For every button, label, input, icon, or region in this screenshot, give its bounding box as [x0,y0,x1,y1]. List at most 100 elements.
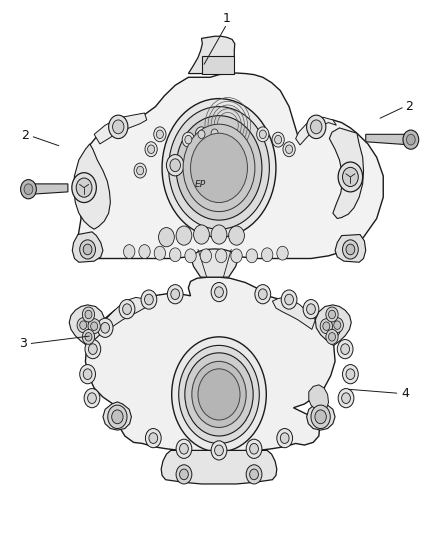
Polygon shape [77,73,383,259]
Polygon shape [329,128,364,219]
Circle shape [338,389,354,408]
Circle shape [211,129,218,138]
Polygon shape [85,277,335,452]
Circle shape [211,282,227,302]
Circle shape [185,249,196,263]
Polygon shape [24,184,68,195]
Circle shape [325,318,341,337]
Text: 1: 1 [223,12,231,25]
Text: 2: 2 [406,100,413,113]
Circle shape [83,369,92,379]
Circle shape [406,134,415,145]
Circle shape [170,248,181,262]
Circle shape [246,465,262,484]
Polygon shape [69,305,105,345]
Circle shape [97,318,113,337]
Polygon shape [74,144,110,229]
Circle shape [331,318,343,333]
Circle shape [171,289,180,300]
Circle shape [337,340,353,359]
Circle shape [334,321,341,329]
Circle shape [250,443,258,454]
Circle shape [208,126,221,141]
Circle shape [176,465,192,484]
Polygon shape [72,232,103,262]
Circle shape [82,329,95,344]
Circle shape [277,429,293,448]
Circle shape [85,333,92,341]
Polygon shape [192,249,237,277]
Circle shape [176,226,192,245]
Circle shape [156,130,163,139]
Circle shape [80,365,95,384]
Polygon shape [309,385,328,411]
Polygon shape [105,297,148,329]
Circle shape [198,369,240,420]
Circle shape [145,142,157,157]
Circle shape [341,344,350,354]
Circle shape [80,321,87,329]
Circle shape [215,249,227,263]
Circle shape [261,248,273,262]
Circle shape [215,445,223,456]
Circle shape [162,99,276,237]
Circle shape [21,180,36,199]
Circle shape [311,120,322,134]
Circle shape [182,132,194,147]
Polygon shape [335,235,366,262]
Circle shape [84,389,100,408]
Circle shape [154,127,166,142]
Circle shape [283,142,295,157]
Circle shape [328,310,336,319]
Polygon shape [307,402,335,430]
Circle shape [88,344,97,354]
Circle shape [169,107,269,229]
Circle shape [326,307,338,322]
Circle shape [180,443,188,454]
Circle shape [194,225,209,244]
Circle shape [82,307,95,322]
Circle shape [124,245,135,259]
Circle shape [180,469,188,480]
Circle shape [307,115,326,139]
Circle shape [88,393,96,403]
Circle shape [258,289,267,300]
Circle shape [303,300,319,319]
Circle shape [328,333,336,341]
Circle shape [77,318,89,333]
Circle shape [148,145,155,154]
Circle shape [80,240,95,259]
Circle shape [342,393,350,403]
Circle shape [179,345,259,443]
Circle shape [250,469,258,480]
Circle shape [176,439,192,458]
Circle shape [272,132,284,147]
Circle shape [145,294,153,305]
Circle shape [259,130,266,139]
Text: 3: 3 [19,337,27,350]
Circle shape [172,337,266,452]
Circle shape [275,135,282,144]
Circle shape [198,130,205,139]
Circle shape [328,322,337,333]
Circle shape [88,319,100,334]
Text: 4: 4 [401,387,409,400]
Polygon shape [161,450,277,484]
Circle shape [280,433,289,443]
Circle shape [137,166,144,175]
Polygon shape [366,134,414,145]
Circle shape [307,304,315,314]
Circle shape [113,120,124,134]
Circle shape [167,285,183,304]
Circle shape [191,133,247,203]
Circle shape [195,127,208,142]
Circle shape [315,410,326,424]
Circle shape [285,294,293,305]
Circle shape [343,365,358,384]
Circle shape [109,115,128,139]
Circle shape [159,228,174,247]
Circle shape [246,439,262,458]
Circle shape [119,300,135,319]
Circle shape [231,249,242,263]
Circle shape [343,240,358,259]
